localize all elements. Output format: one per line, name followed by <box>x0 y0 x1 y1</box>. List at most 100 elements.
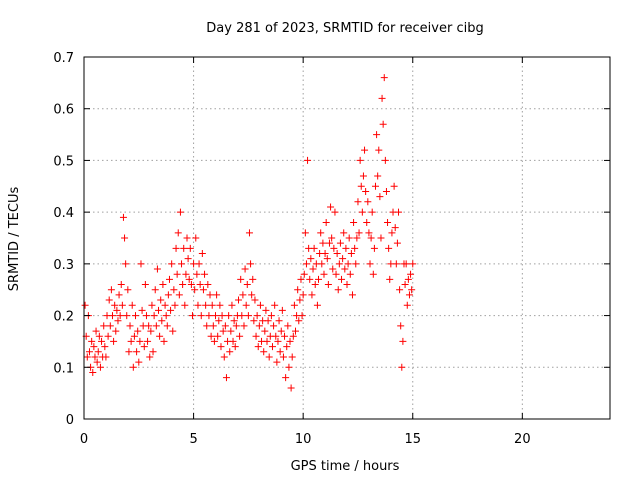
data-point <box>391 224 399 232</box>
data-point <box>94 348 102 356</box>
data-point <box>294 286 302 294</box>
data-point <box>219 327 227 335</box>
data-point <box>405 291 413 299</box>
data-point <box>238 312 246 320</box>
data-point <box>230 317 238 325</box>
y-tick-label: 0.1 <box>53 361 74 376</box>
data-point <box>388 229 396 237</box>
data-point <box>153 265 161 273</box>
data-point <box>354 198 362 206</box>
data-point <box>147 327 155 335</box>
data-point <box>182 270 190 278</box>
data-point <box>195 260 203 268</box>
data-point <box>330 244 338 252</box>
data-point <box>263 337 271 345</box>
data-point <box>370 244 378 252</box>
data-point <box>186 244 194 252</box>
data-point <box>284 322 292 330</box>
data-point <box>350 218 358 226</box>
data-point <box>205 312 213 320</box>
data-point <box>96 363 104 371</box>
data-point <box>85 348 93 356</box>
data-point <box>225 312 233 320</box>
data-point <box>336 239 344 247</box>
data-point <box>226 348 234 356</box>
y-tick-label: 0.6 <box>53 103 74 118</box>
data-point <box>146 353 154 361</box>
data-point <box>403 301 411 309</box>
data-point <box>369 270 377 278</box>
data-point <box>128 301 136 309</box>
data-point <box>239 291 247 299</box>
data-point <box>323 255 331 263</box>
data-point <box>142 312 150 320</box>
data-point <box>315 275 323 283</box>
x-tick-label: 5 <box>189 432 197 447</box>
data-point <box>213 291 221 299</box>
data-point <box>89 368 97 376</box>
data-point <box>236 332 244 340</box>
data-point <box>395 208 403 216</box>
data-points <box>81 74 417 392</box>
data-point <box>173 270 181 278</box>
data-point <box>161 301 169 309</box>
data-point <box>123 312 131 320</box>
data-point <box>311 281 319 289</box>
data-point <box>325 239 333 247</box>
data-point <box>256 301 264 309</box>
data-point <box>106 322 114 330</box>
data-point <box>93 358 101 366</box>
data-point <box>255 322 263 330</box>
data-point <box>135 358 143 366</box>
data-point <box>407 270 415 278</box>
data-point <box>319 239 327 247</box>
data-point <box>242 301 250 309</box>
data-point <box>386 275 394 283</box>
data-point <box>313 301 321 309</box>
data-point <box>107 286 115 294</box>
plot-frame <box>83 56 611 420</box>
data-point <box>241 265 249 273</box>
data-point <box>119 213 127 221</box>
data-point <box>243 281 251 289</box>
data-point <box>125 348 133 356</box>
data-point <box>355 229 363 237</box>
data-point <box>231 343 239 351</box>
data-point <box>188 312 196 320</box>
data-point <box>207 332 215 340</box>
data-point <box>332 270 340 278</box>
data-point <box>181 301 189 309</box>
data-point <box>374 172 382 180</box>
data-point <box>149 348 157 356</box>
data-point <box>251 296 259 304</box>
data-point <box>267 312 275 320</box>
data-point <box>306 275 314 283</box>
data-point <box>168 260 176 268</box>
data-point <box>357 182 365 190</box>
chart-title: Day 281 of 2023, SRMTID for receiver cib… <box>206 21 483 36</box>
data-point <box>344 260 352 268</box>
data-point <box>88 337 96 345</box>
data-point <box>340 229 348 237</box>
data-point <box>141 281 149 289</box>
data-point <box>359 172 367 180</box>
data-point <box>318 260 326 268</box>
data-point <box>108 312 116 320</box>
data-point <box>104 332 112 340</box>
data-point <box>194 301 202 309</box>
data-point <box>248 291 256 299</box>
data-point <box>216 301 224 309</box>
data-point <box>150 312 158 320</box>
data-point <box>341 265 349 273</box>
data-point <box>172 244 180 252</box>
data-point <box>212 312 219 320</box>
data-point <box>210 337 218 345</box>
data-point <box>392 260 400 268</box>
data-point <box>228 301 236 309</box>
data-point <box>203 322 211 330</box>
data-point <box>342 244 350 252</box>
data-point <box>111 301 119 309</box>
data-point <box>345 234 353 242</box>
data-point <box>245 229 253 237</box>
data-point <box>98 337 106 345</box>
